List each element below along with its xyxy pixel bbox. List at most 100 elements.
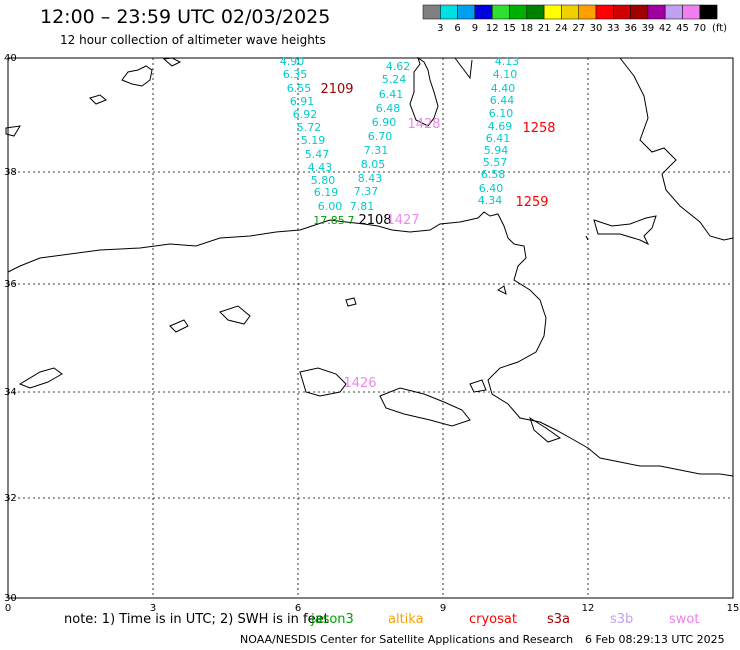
- wave-height-value: 6.00: [318, 200, 343, 213]
- coastline-island-d: [379, 387, 471, 427]
- color-scale-tick-label: 18: [520, 23, 533, 34]
- wave-height-value: 6.41: [486, 132, 511, 145]
- wave-height-value: 6.92: [293, 108, 318, 121]
- wave-height-value: 6.10: [489, 107, 514, 120]
- color-scale-tick-label: 24: [555, 23, 568, 34]
- satellite-legend-item: jason3: [311, 612, 354, 627]
- color-scale-tick-label: 70: [693, 23, 706, 34]
- wave-height-value: 6.41: [379, 88, 404, 101]
- color-scale-tick-label: 45: [676, 23, 689, 34]
- coastline-ibiza: [89, 94, 107, 105]
- wave-height-value: 8.05: [361, 158, 386, 171]
- wave-height-value: 6.44: [490, 94, 515, 107]
- color-scale-swatch: [509, 4, 528, 20]
- satellite-legend-item: cryosat: [469, 612, 517, 627]
- satellite-legend-item: s3a: [547, 612, 571, 627]
- wave-height-value: 5.57: [483, 156, 508, 169]
- coastline-island-b: [345, 297, 357, 307]
- color-scale-swatch: [474, 4, 493, 20]
- wave-height-value: 5.19: [301, 134, 326, 147]
- footer-note: note: 1) Time is in UTC; 2) SWH is in fe…: [64, 612, 329, 627]
- wave-height-value: 6.19: [314, 186, 339, 199]
- color-scale-tick-label: 33: [607, 23, 620, 34]
- wave-height-labels: 4.906.356.556.916.925.725.195.474.435.80…: [280, 55, 520, 227]
- lat-tick-label: 34: [4, 387, 17, 398]
- pass-time-label: 1259: [515, 195, 548, 210]
- lat-lon-grid: [8, 58, 733, 598]
- wave-height-value: 7.31: [364, 144, 389, 157]
- wave-height-value: 5.24: [382, 73, 407, 86]
- wave-height-value: 4.69: [488, 120, 513, 133]
- lat-tick-label: 38: [4, 167, 17, 178]
- color-scale-unit: (ft): [712, 23, 727, 34]
- color-scale-swatch: [561, 4, 579, 20]
- map-title: 12:00 – 23:59 UTC 02/03/2025: [40, 6, 331, 28]
- wave-height-value: 6.58: [481, 168, 506, 181]
- coastline-island-h: [469, 379, 487, 393]
- color-scale-swatch: [630, 4, 649, 20]
- wave-height-value: 7.81: [350, 200, 375, 213]
- coastline-island-i: [529, 416, 562, 443]
- coastline-north-africa: [7, 211, 734, 477]
- coastline-island-c: [299, 367, 347, 397]
- color-scale-tick-label: 27: [572, 23, 585, 34]
- color-scale-tick-label: 36: [624, 23, 637, 34]
- wave-height-value: 4.13: [495, 55, 520, 68]
- color-scale-swatch: [699, 4, 718, 20]
- wave-height-value: 4.43: [308, 161, 333, 174]
- color-scale-tick-label: 9: [472, 23, 478, 34]
- wave-height-value: 5.72: [297, 121, 322, 134]
- color-scale-swatch: [526, 4, 545, 20]
- color-scale-tick-label: 30: [590, 23, 603, 34]
- color-scale-swatch: [613, 4, 631, 20]
- coastline-sicily: [593, 215, 657, 246]
- map-frame: [7, 57, 734, 599]
- lon-tick-label: 0: [5, 603, 11, 614]
- wave-height-value: 8.43: [358, 172, 383, 185]
- lon-tick-label: 15: [727, 603, 740, 614]
- pass-time-label: 1428: [407, 117, 440, 132]
- credit-line: NOAA/NESDIS Center for Satellite Applica…: [240, 633, 574, 646]
- coastline-mallorca: [121, 65, 153, 87]
- wave-height-value: 7: [348, 214, 355, 227]
- lon-tick-label: 12: [582, 603, 595, 614]
- color-scale-swatch: [647, 4, 666, 20]
- wave-height-value: 6.48: [376, 102, 401, 115]
- lat-tick-label: 32: [4, 493, 17, 504]
- wave-height-value: 7.37: [354, 185, 379, 198]
- wave-height-value: 4.40: [491, 82, 516, 95]
- color-scale-swatch: [664, 4, 683, 20]
- lat-tick-label: 30: [4, 593, 17, 604]
- lon-tick-label: 3: [150, 603, 156, 614]
- coastline-island-e: [18, 367, 63, 389]
- satellite-legend-item: swot: [669, 612, 700, 627]
- coastline-calabria: [619, 57, 734, 241]
- color-scale-legend: 3 6 9 12 15 18 21 24 27 30 33 36 39 42 45 70: [422, 4, 718, 34]
- pass-time-label: 2108: [358, 213, 391, 228]
- pass-time-label: 2109: [320, 82, 353, 97]
- wave-height-value: 6.40: [479, 182, 504, 195]
- satellite-legend-item: altika: [388, 612, 424, 627]
- coastline-island-j: [5, 125, 21, 137]
- coastline-island-k: [585, 235, 589, 241]
- pass-time-label: 1426: [343, 376, 376, 391]
- map-subtitle: 12 hour collection of altimeter wave hei…: [60, 33, 326, 47]
- color-scale-swatch: [457, 4, 476, 20]
- coastline-sardinia: [409, 56, 439, 127]
- generated-timestamp: 6 Feb 08:29:13 UTC 2025: [585, 633, 725, 646]
- wave-height-value: 6.90: [372, 116, 397, 129]
- wave-height-value: 5.80: [311, 174, 336, 187]
- color-scale-tick-label: 21: [538, 23, 551, 34]
- wave-height-value: 4.10: [493, 68, 518, 81]
- coastline-island-a: [497, 285, 507, 295]
- color-scale-swatch: [578, 4, 597, 20]
- color-scale-tick-label: 3: [437, 23, 443, 34]
- wave-height-value: 17.85: [313, 214, 345, 227]
- wave-height-value: 6.55: [287, 82, 312, 95]
- color-scale-tick-label: 39: [642, 23, 655, 34]
- color-scale-swatch: [682, 4, 701, 20]
- wave-height-value: 4.90: [280, 55, 305, 68]
- lat-tick-label: 40: [4, 53, 17, 64]
